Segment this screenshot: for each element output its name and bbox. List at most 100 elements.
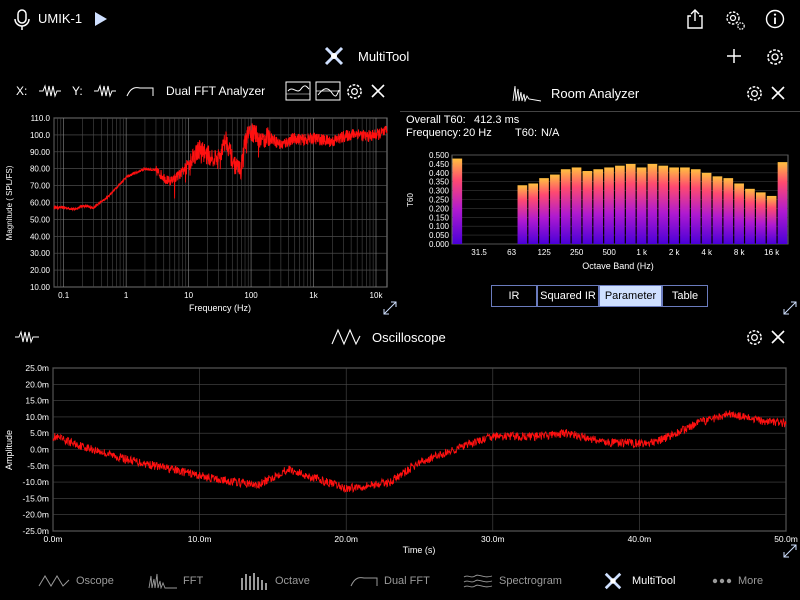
room-bar [723,178,734,244]
room-chart[interactable]: 0.5000.4500.4000.3500.3000.2500.2000.150… [400,140,800,275]
room-settings-gear-icon[interactable] [745,84,764,103]
fft-y-tick-label: 100.0 [30,131,51,140]
fft-settings-gear-icon[interactable] [345,82,364,101]
play-icon[interactable] [94,11,108,27]
room-bar [777,162,788,244]
tab-octave[interactable]: Octave [240,570,310,592]
room-x-tick-label: 4 k [701,248,713,257]
t60-value: N/A [541,127,560,139]
scope-close-icon[interactable] [771,330,785,344]
fft-x-tick-label: 0.1 [58,291,70,300]
fft-y-tick-label: 50.00 [30,215,51,224]
multitool-tab-icon [604,572,622,590]
scope-settings-gear-icon[interactable] [745,328,764,347]
room-bar [560,169,571,244]
fft-x-tick-label: 100 [244,291,258,300]
spectrogram-tab-icon [463,574,493,588]
overall-t60-label: Overall T60: [406,114,466,126]
room-bar [712,176,723,244]
magnitude-view-icon[interactable] [285,81,311,101]
room-y-tick-label: 0.050 [429,231,450,240]
phase-view-icon[interactable] [315,81,341,101]
fft-y-tick-label: 110.0 [31,114,51,123]
segment-squared-ir[interactable]: Squared IR [537,285,599,307]
room-x-tick-label: 2 k [669,248,681,257]
room-y-tick-label: 0.100 [429,222,450,231]
scope-y-tick-label: 10.0m [25,412,49,422]
room-bar [604,167,614,244]
multitool-icon [324,46,344,66]
fft-y-tick-label: 20.00 [30,266,51,275]
scope-chart[interactable]: 25.0m 20.0m 15.0m 10.0m 5.0m 0.0m -5.0m -10.0m -… [0,355,800,560]
gear-icon[interactable] [765,47,785,67]
segment-ir[interactable]: IR [491,285,537,307]
tab-spectrogram[interactable]: Spectrogram [463,570,562,592]
room-bar [690,169,701,244]
room-bar [647,163,658,244]
scope-y-tick-label: -25.0m [23,526,49,536]
room-close-icon[interactable] [771,86,785,100]
waveform-x-icon[interactable] [38,84,62,98]
share-icon[interactable] [686,8,704,30]
room-y-tick-label: 0.350 [429,178,450,187]
tab-dual-fft[interactable]: Dual FFT [350,570,430,592]
waveform-y-icon[interactable] [93,84,117,98]
fft-x-tick-label: 1 [124,291,129,300]
scope-y-tick-label: -10.0m [23,477,49,487]
scope-x-tick-label: 10.0m [188,534,212,544]
scope-input-icon[interactable] [14,330,40,344]
tab-oscope-label: Oscope [76,575,114,587]
room-x-tick-label: 31.5 [471,248,487,257]
fft-y-tick-label: 30.00 [30,249,51,258]
add-icon[interactable] [726,48,742,64]
tab-multitool[interactable]: MultiTool [602,570,675,592]
tab-more[interactable]: More [712,570,763,592]
fft-y-tick-label: 10.00 [30,283,51,292]
scope-y-tick-label: 20.0m [25,379,49,389]
fft-chart[interactable]: 110.0 100.0 90.00 80.00 70.00 60.00 50.00 40.00… [0,105,400,315]
segment-table[interactable]: Table [662,285,708,307]
fft-y-tick-label: 80.00 [30,165,51,174]
expand-fft-icon[interactable] [382,300,398,316]
room-y-tick-label: 0.200 [429,204,450,213]
segment-parameter[interactable]: Parameter [599,285,662,307]
oscilloscope-icon [331,328,361,346]
fft-x-tick-label: 10k [370,291,384,300]
expand-room-icon[interactable] [782,300,798,316]
device-name[interactable]: UMIK-1 [38,11,83,26]
tab-multitool-label: MultiTool [632,575,676,587]
more-dots-icon [712,578,732,584]
overall-t60-value: 412.3 ms [474,114,520,126]
fft-series-line [53,123,388,212]
scope-x-tick-label: 30.0m [481,534,505,544]
scope-x-tick-label: 0.0m [44,534,63,544]
room-x-tick-label: 63 [507,248,516,257]
expand-scope-icon[interactable] [782,543,798,559]
fft-x-axis-title: Frequency (Hz) [189,303,251,313]
room-x-tick-label: 125 [537,248,551,257]
info-icon[interactable] [765,9,785,29]
fft-y-tick-label: 60.00 [30,199,51,208]
dual-fft-tab-icon [350,577,378,587]
microphone-icon[interactable] [13,9,31,31]
tab-fft[interactable]: FFT [148,570,203,592]
octave-tab-icon [241,573,267,590]
room-y-tick-label: 0.250 [429,196,450,205]
transfer-curve-icon[interactable] [126,84,154,98]
room-bar [680,167,690,244]
room-y-tick-label: 0.400 [429,169,450,178]
room-y-tick-label: 0.500 [429,151,450,160]
tab-spectrogram-label: Spectrogram [499,575,562,587]
page-title: MultiTool [358,49,410,64]
room-bar [701,172,712,244]
room-x-tick-label: 16 k [764,248,780,257]
tab-oscope[interactable]: Oscope [38,570,114,592]
room-x-tick-label: 250 [570,248,584,257]
fft-close-icon[interactable] [371,84,385,98]
fft-y-tick-label: 40.00 [30,232,51,241]
t60-label: T60: [515,127,538,139]
fft-y-tick-label: 70.00 [30,182,51,191]
settings-gear-icon[interactable] [722,7,746,31]
room-x-tick-label: 500 [602,248,616,257]
room-y-axis-title: T60 [406,193,415,207]
